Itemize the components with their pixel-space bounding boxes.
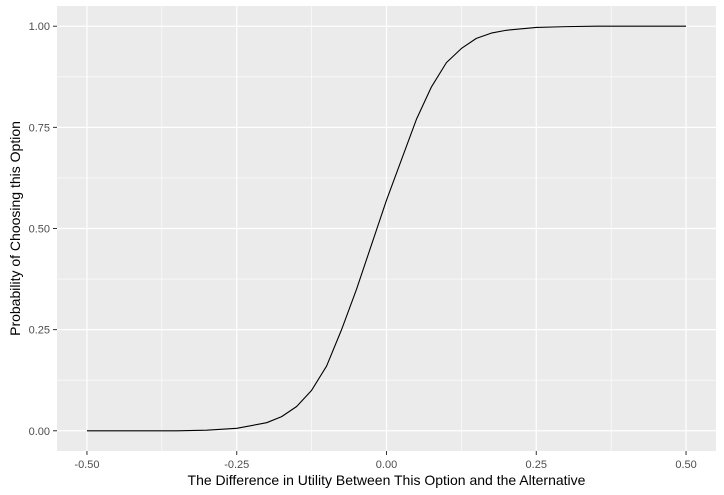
y-tick-label: 0.25 (29, 325, 50, 337)
y-axis-title: Probability of Choosing this Option (7, 121, 23, 336)
series-line-0 (86, 25, 687, 432)
y-tick-label: 0.75 (29, 122, 50, 134)
y-axis: 0.00 0.25 0.50 0.75 1.00 (29, 21, 57, 438)
y-tick-label: 0.50 (29, 224, 50, 236)
x-axis: -0.50 -0.25 0.00 0.25 0.50 (74, 451, 697, 471)
series-layer (86, 25, 687, 432)
x-tick-label: -0.50 (74, 459, 99, 471)
y-tick-label: 1.00 (29, 21, 50, 33)
x-tick-label: -0.25 (224, 459, 249, 471)
x-tick-label: 0.50 (675, 459, 696, 471)
x-axis-title: The Difference in Utility Between This O… (188, 472, 586, 488)
y-tick-label: 0.00 (29, 426, 50, 438)
grid-major (57, 6, 716, 451)
x-tick-label: 0.25 (526, 459, 547, 471)
x-tick-label: 0.00 (376, 459, 397, 471)
